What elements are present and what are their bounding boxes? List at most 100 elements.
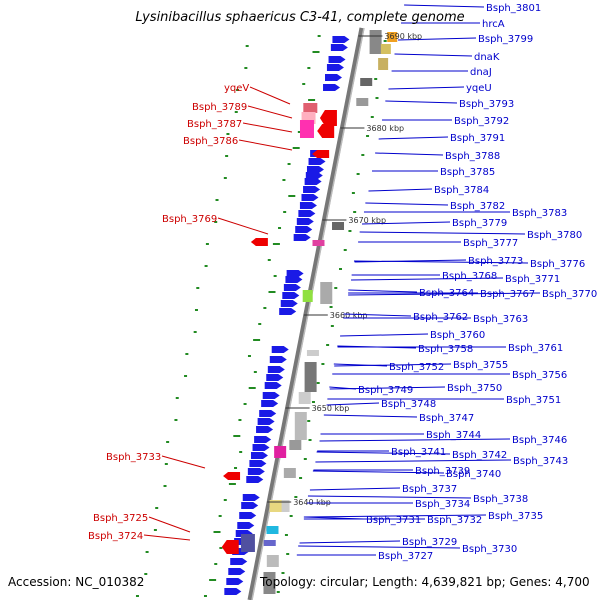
forward-gene <box>271 346 289 353</box>
gene-label-forward: Bsph_3744 <box>426 430 481 441</box>
reverse-gene <box>221 540 239 554</box>
leader-line <box>375 152 444 156</box>
gene-label-forward: Bsph_3734 <box>415 499 470 510</box>
gene-label-forward: Bsph_3782 <box>450 201 505 212</box>
feature-box <box>332 222 345 230</box>
gc-mark <box>219 547 223 549</box>
forward-gene <box>226 578 244 585</box>
gc-mark <box>209 579 217 581</box>
forward-gene <box>266 374 284 381</box>
gc-mark <box>234 111 238 113</box>
gc-mark <box>289 515 293 517</box>
gc-mark <box>205 243 209 245</box>
reverse-gene <box>317 124 335 138</box>
forward-gene <box>246 476 264 483</box>
gene-label-forward: Bsph_3758 <box>418 344 473 355</box>
forward-gene <box>262 392 280 399</box>
gc-mark <box>243 403 247 405</box>
leader-line <box>312 470 445 474</box>
gc-mark <box>218 515 222 517</box>
gc-mark <box>226 133 230 135</box>
gc-mark <box>193 331 197 333</box>
gc-mark <box>244 67 248 69</box>
map-title: Lysinibacillus sphaericus C3-41, complet… <box>135 10 465 25</box>
gc-mark <box>184 375 188 377</box>
gene-label-forward: Bsph_3799 <box>478 34 533 45</box>
gc-mark <box>307 420 311 422</box>
reverse-gene <box>250 238 268 246</box>
gc-mark <box>272 243 280 245</box>
reverse-gene <box>223 472 241 480</box>
leader-line <box>323 414 418 418</box>
gc-mark <box>348 230 352 232</box>
gc-mark <box>174 419 178 421</box>
forward-gene <box>228 568 246 575</box>
gc-mark <box>253 339 261 341</box>
gene-label-forward: Bsph_3762 <box>413 312 468 323</box>
leader-line <box>348 292 541 296</box>
gc-mark <box>163 485 167 487</box>
leader-line <box>148 516 191 533</box>
gene-label-forward: Bsph_3731 <box>366 515 421 526</box>
gc-mark <box>312 51 320 53</box>
gc-mark <box>299 477 303 479</box>
forward-gene <box>242 494 260 501</box>
forward-gene <box>293 234 311 241</box>
leader-line <box>334 363 452 367</box>
gene-label-forward: Bsph_3780 <box>527 230 582 241</box>
genome-info-text: Topology: circular; Length: 4,639,821 bp… <box>260 575 590 589</box>
gc-mark <box>383 40 387 42</box>
feature-box <box>306 350 319 356</box>
gene-label-forward: Bsph_3755 <box>453 360 508 371</box>
forward-gene <box>254 436 272 443</box>
leader-line <box>298 545 461 549</box>
feature-box <box>298 392 311 404</box>
forward-gene <box>261 400 279 407</box>
gene-label-forward: Bsph_3783 <box>512 208 567 219</box>
feature-box <box>266 555 279 567</box>
leader-line <box>351 277 504 281</box>
feature-box <box>263 572 276 594</box>
gc-mark <box>233 435 241 437</box>
gc-mark <box>225 155 229 157</box>
gc-mark <box>283 211 287 213</box>
leader-line <box>388 86 465 90</box>
forward-gene <box>256 426 274 433</box>
gene-label-forward: hrcA <box>482 19 505 30</box>
gene-label-forward: Bsph_3751 <box>506 395 561 406</box>
gene-label-forward: Bsph_3727 <box>378 551 433 562</box>
position-ticks: 3690 kbp 3680 kbp 3670 kbp 3660 kbp 3650 kbp… <box>267 32 422 507</box>
forward-gene <box>308 158 326 165</box>
forward-gene <box>304 178 322 185</box>
gc-mark <box>356 173 360 175</box>
gene-label-forward: Bsph_3742 <box>452 450 507 461</box>
gene-label-forward: Bsph_3740 <box>446 469 501 480</box>
feature-box <box>312 240 325 246</box>
leader-line <box>143 534 191 541</box>
feature-box <box>356 98 369 106</box>
forward-gene <box>303 186 321 193</box>
leader-line <box>247 105 293 119</box>
feature-box <box>320 282 333 304</box>
gene-label-forward: Bsph_3752 <box>389 362 444 373</box>
gc-mark <box>339 268 343 270</box>
forward-gene <box>295 226 313 233</box>
gene-label-forward: Bsph_3756 <box>512 370 567 381</box>
gene-label-forward: Bsph_3763 <box>473 314 528 325</box>
gene-labels: Bsph_3801 hrcA Bsph_3799 dnaK dnaJ yqeU Bsph_3… <box>88 3 597 562</box>
gene-label-forward: Bsph_3737 <box>402 484 457 495</box>
gc-mark <box>245 45 249 47</box>
forward-gene <box>326 64 344 71</box>
gc-mark <box>268 291 276 293</box>
gc-mark <box>294 496 298 498</box>
feature-box <box>240 534 255 552</box>
gc-mark <box>311 401 315 403</box>
gene-label-forward: Bsph_3777 <box>463 238 518 249</box>
gene-label-forward: Bsph_3743 <box>513 456 568 467</box>
gc-mark <box>292 147 300 149</box>
leader-line <box>304 514 487 518</box>
gc-mark <box>286 553 290 555</box>
feature-box <box>274 446 287 458</box>
gene-label-forward: Bsph_3747 <box>419 413 474 424</box>
